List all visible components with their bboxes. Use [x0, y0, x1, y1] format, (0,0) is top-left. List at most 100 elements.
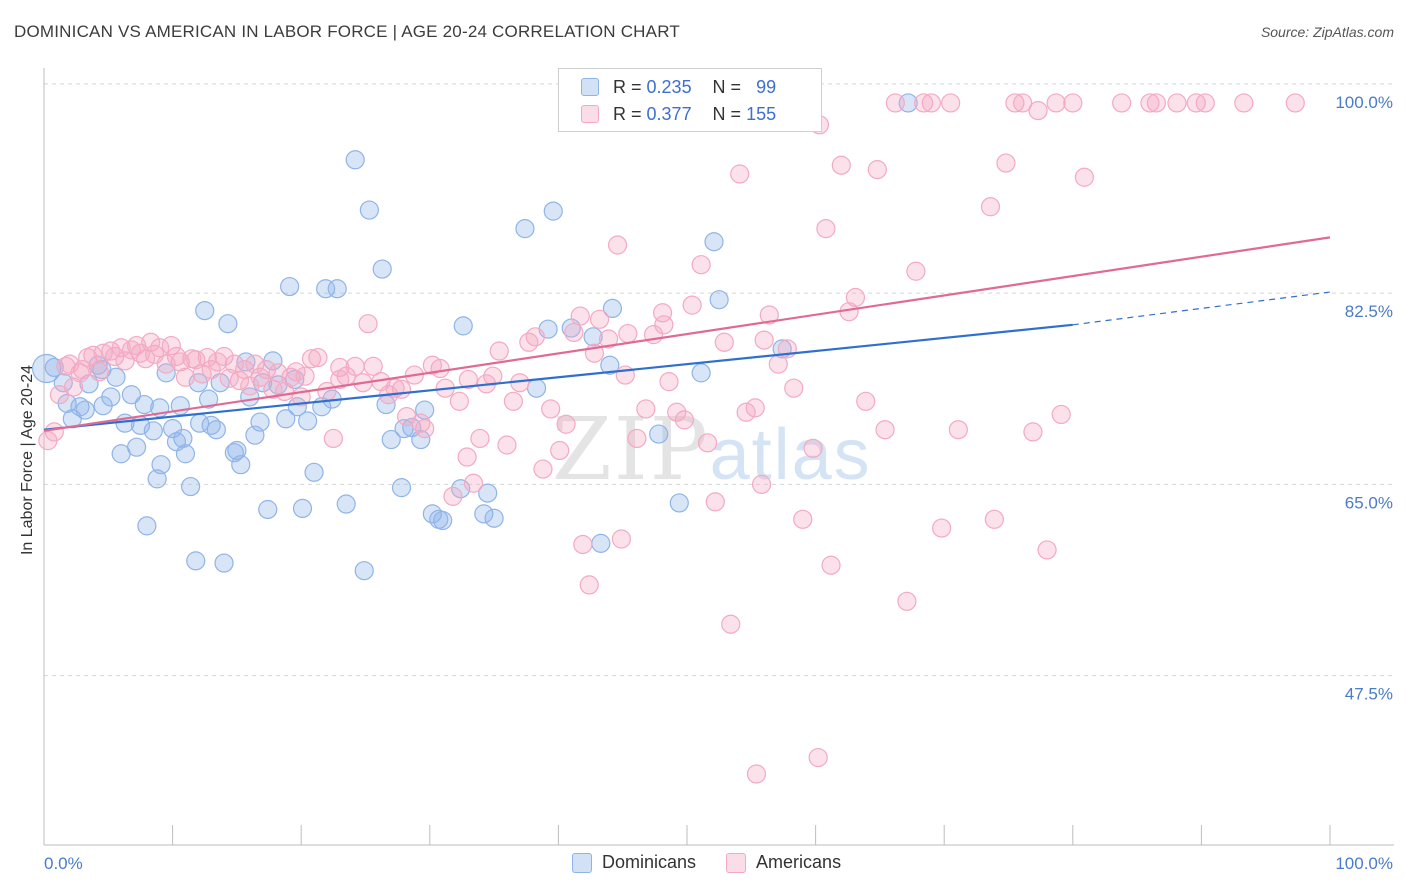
american-point	[1028, 100, 1048, 121]
american-point	[89, 362, 109, 382]
american-point	[443, 486, 463, 506]
american-point	[845, 287, 866, 308]
dominican-point	[583, 327, 603, 347]
american-point	[980, 197, 1001, 217]
american-point	[1005, 93, 1025, 113]
dominican-point	[258, 499, 278, 520]
dominican-point	[250, 412, 270, 432]
american-point	[751, 474, 772, 494]
american-point	[659, 372, 679, 392]
legend-r-label: R =	[613, 76, 642, 97]
american-point	[714, 332, 734, 352]
american-point	[150, 338, 170, 358]
legend-n-value: 155	[746, 103, 777, 124]
legend-r-value: 0.235	[646, 76, 692, 97]
american-point	[93, 343, 113, 363]
legend-item-dominicans[interactable]: Dominicans	[572, 852, 696, 873]
american-point	[1051, 404, 1071, 425]
american-point	[63, 377, 84, 397]
american-point	[746, 764, 767, 784]
american-point	[415, 419, 435, 439]
legend-n-label: N =	[712, 76, 742, 97]
legend-label-americans: Americans	[756, 852, 842, 872]
dominican-point	[474, 504, 494, 524]
american-point	[397, 407, 417, 427]
american-point	[618, 323, 638, 344]
american-point	[323, 428, 343, 449]
american-point	[598, 329, 619, 349]
source-label: Source: ZipAtlas.com	[1260, 24, 1394, 40]
american-point	[1037, 540, 1057, 560]
american-point	[759, 305, 779, 325]
legend-row-americans: R = 0.377 N = 155	[581, 103, 776, 125]
american-point	[867, 160, 887, 180]
american-point	[250, 367, 270, 387]
legend-n-label: N =	[712, 103, 742, 124]
dominican-point	[70, 397, 90, 417]
american-point	[682, 295, 702, 315]
american-point	[489, 341, 509, 361]
dominican-point	[231, 455, 251, 475]
american-point	[984, 509, 1004, 529]
american-point	[1046, 93, 1066, 113]
dominican-point	[709, 290, 729, 310]
american-point	[301, 349, 322, 369]
dominican-point	[218, 314, 238, 334]
dominican-point	[304, 462, 324, 482]
watermark-zip: ZIP	[552, 400, 710, 500]
american-point	[697, 433, 718, 453]
american-point	[503, 391, 523, 411]
american-point	[1167, 93, 1187, 113]
american-point	[1013, 93, 1033, 113]
dominican-point	[515, 219, 535, 239]
american-point	[721, 614, 741, 634]
american-point	[1140, 93, 1160, 113]
dominican-point	[359, 200, 379, 220]
american-point	[286, 362, 306, 382]
dominican-point	[224, 443, 244, 463]
dominican-point	[649, 424, 669, 444]
american-point	[914, 93, 934, 113]
american-point	[463, 473, 484, 493]
american-point	[754, 330, 774, 350]
dominican-point	[31, 353, 62, 384]
american-point	[897, 591, 917, 611]
american-point	[654, 315, 674, 335]
american-point	[330, 357, 350, 378]
legend-swatch-dominicans	[581, 78, 599, 96]
legend-row-dominicans: R = 0.235 N = 99	[581, 76, 776, 98]
american-point	[705, 492, 725, 512]
americans-points	[38, 93, 1305, 784]
dominican-point	[391, 478, 412, 498]
dominican-point	[704, 232, 724, 252]
y-tick-label: 65.0%	[1345, 493, 1393, 512]
dominican-point	[75, 400, 95, 420]
dominican-point	[327, 279, 347, 299]
american-point	[256, 360, 277, 380]
dominican-point	[691, 363, 711, 383]
american-point	[667, 402, 687, 422]
american-point	[996, 153, 1016, 173]
watermark: ZIPatlas	[552, 400, 872, 500]
x-tick-label-left: 0.0%	[44, 854, 83, 873]
american-point	[308, 347, 328, 368]
dominican-point	[206, 420, 226, 440]
dominican-point	[669, 493, 689, 513]
dominican-point	[484, 508, 504, 528]
american-point	[533, 459, 553, 479]
american-point	[941, 93, 961, 113]
american-point	[589, 309, 610, 329]
dominican-point	[92, 360, 112, 380]
american-point	[784, 378, 804, 398]
dominican-point	[292, 498, 313, 518]
american-point	[932, 518, 952, 538]
american-point	[607, 235, 628, 255]
american-point	[948, 420, 968, 440]
dominican-point	[602, 298, 623, 319]
dominican-point	[316, 279, 336, 299]
dominican-point	[214, 553, 234, 573]
american-point	[611, 529, 632, 549]
american-point	[816, 219, 836, 239]
legend-item-americans[interactable]: Americans	[726, 852, 841, 873]
